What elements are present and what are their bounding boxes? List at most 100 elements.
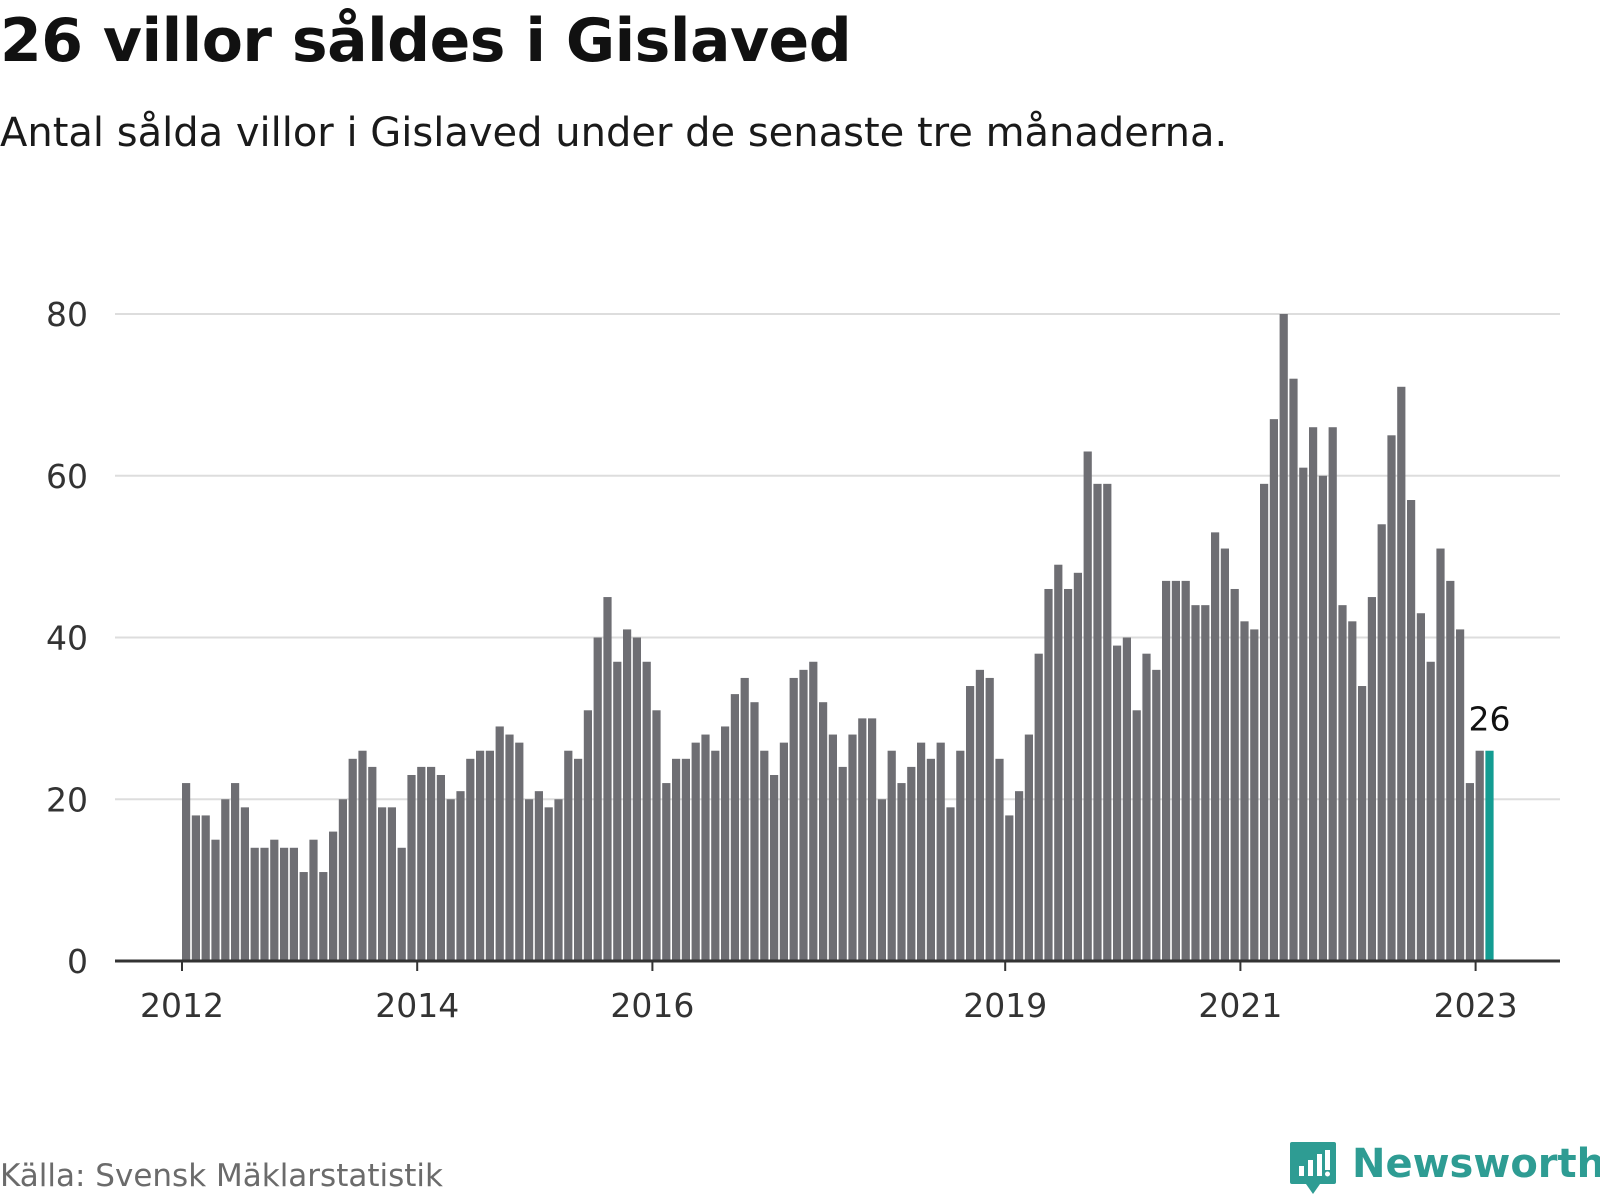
newsworthy-logo-icon <box>1290 1142 1336 1194</box>
bar <box>1240 621 1249 961</box>
source-note: Källa: Svensk Mäklarstatistik <box>0 1158 443 1194</box>
bar <box>1397 386 1406 962</box>
bar <box>466 758 475 961</box>
bar <box>329 831 338 961</box>
bar <box>926 758 935 961</box>
bar <box>1456 629 1465 961</box>
bar <box>789 677 798 961</box>
bar <box>770 774 779 961</box>
bar <box>760 750 769 961</box>
bar <box>681 758 690 961</box>
bar <box>221 799 230 961</box>
bar <box>211 839 220 961</box>
bar <box>1211 532 1220 961</box>
bar <box>877 799 886 961</box>
bar <box>1113 645 1122 961</box>
bar <box>1269 419 1278 961</box>
bar <box>1338 605 1347 961</box>
bar <box>309 839 318 961</box>
bar <box>1230 588 1239 961</box>
bar <box>887 750 896 961</box>
bar <box>515 742 524 961</box>
bar <box>1416 613 1425 961</box>
bar <box>632 637 641 961</box>
bar <box>358 750 367 961</box>
bar <box>1152 669 1161 961</box>
bar <box>525 799 534 961</box>
bar <box>1260 483 1269 961</box>
y-tick-label: 60 <box>46 457 88 496</box>
bar <box>672 758 681 961</box>
bar <box>1387 435 1396 961</box>
bar <box>946 807 955 961</box>
bar <box>1171 580 1180 961</box>
bar <box>1093 483 1102 961</box>
bar <box>828 734 837 961</box>
bar <box>593 637 602 961</box>
bar <box>1044 588 1053 961</box>
bar <box>1328 427 1337 962</box>
bar <box>427 766 436 961</box>
bar <box>985 677 994 961</box>
bar <box>691 742 700 961</box>
bar <box>319 872 328 961</box>
bar <box>456 791 465 961</box>
bar <box>348 758 357 961</box>
bar <box>1103 483 1112 961</box>
bar <box>975 669 984 961</box>
bar <box>378 807 387 961</box>
bar <box>917 742 926 961</box>
chart-subtitle: Antal sålda villor i Gislaved under de s… <box>0 110 1228 156</box>
highlight-data-label: 26 <box>1469 700 1511 739</box>
bar <box>848 734 857 961</box>
bar <box>240 807 249 961</box>
bar <box>564 750 573 961</box>
bar <box>1122 637 1131 961</box>
bar <box>1465 783 1474 961</box>
bar <box>603 597 612 961</box>
bar <box>1024 734 1033 961</box>
bar <box>1446 580 1455 961</box>
bar <box>485 750 494 961</box>
bar <box>779 742 788 961</box>
bar <box>1064 588 1073 961</box>
bar <box>623 629 632 961</box>
bar <box>1348 621 1357 961</box>
bar <box>1407 500 1416 961</box>
bar <box>730 694 739 961</box>
bar <box>819 702 828 961</box>
x-tick-label: 2023 <box>1434 986 1518 1025</box>
bar <box>574 758 583 961</box>
brand-logo[interactable]: Newsworthy <box>1288 1140 1600 1200</box>
bar <box>299 872 308 961</box>
bar <box>1054 564 1063 961</box>
bar <box>1377 524 1386 961</box>
bar <box>1309 427 1318 962</box>
x-tick-label: 2014 <box>375 986 459 1025</box>
x-tick-label: 2016 <box>610 986 694 1025</box>
bar <box>995 758 1004 961</box>
bar <box>1201 605 1210 961</box>
bar <box>397 847 406 961</box>
bar <box>1142 653 1151 961</box>
bar <box>897 783 906 961</box>
bar <box>750 702 759 961</box>
bar <box>701 734 710 961</box>
bar <box>907 766 916 961</box>
y-tick-label: 0 <box>67 942 88 981</box>
bar <box>858 718 867 961</box>
x-tick-label: 2021 <box>1198 986 1282 1025</box>
bar <box>662 783 671 961</box>
x-tick-label: 2012 <box>140 986 224 1025</box>
bar <box>1289 378 1298 961</box>
bar <box>476 750 485 961</box>
bar <box>407 774 416 961</box>
bar <box>1083 451 1092 961</box>
bar <box>1181 580 1190 961</box>
bar <box>1436 548 1445 961</box>
bar <box>417 766 426 961</box>
bar <box>534 791 543 961</box>
bar <box>505 734 514 961</box>
bar <box>799 669 808 961</box>
highlight-bar <box>1485 750 1494 961</box>
